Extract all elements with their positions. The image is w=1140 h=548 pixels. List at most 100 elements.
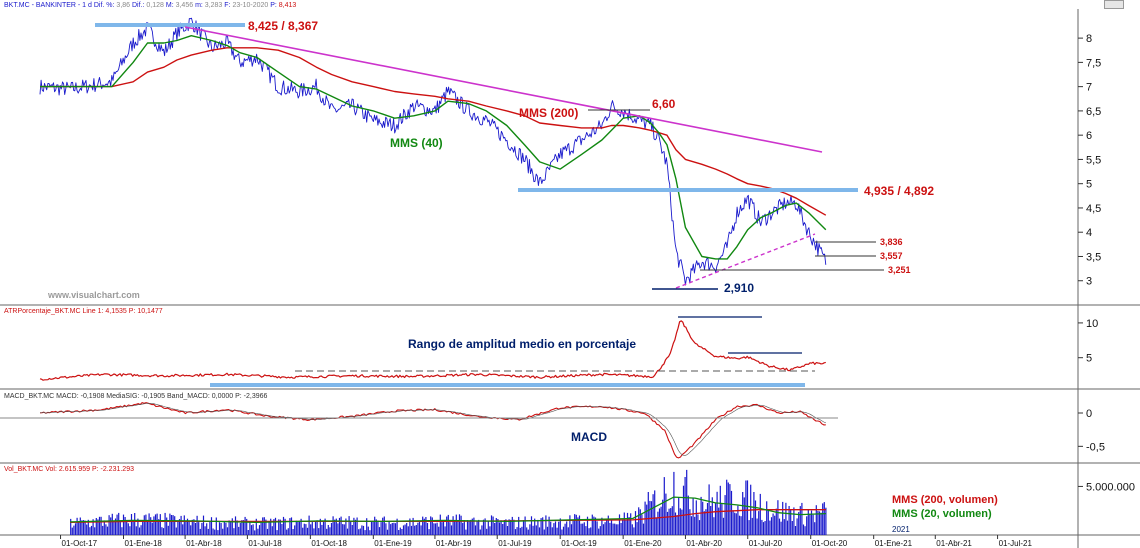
volume-bar xyxy=(770,517,773,535)
volume-bar xyxy=(343,524,345,535)
volume-bar xyxy=(116,514,118,535)
volume-bar xyxy=(766,501,768,535)
volume-bar xyxy=(809,513,811,535)
volume-bar xyxy=(764,521,766,535)
volume-bar xyxy=(404,524,406,535)
volume-bar xyxy=(718,507,720,535)
volume-bar xyxy=(290,517,293,535)
x-tick-label: 01-Oct-20 xyxy=(812,539,848,548)
volume-bar xyxy=(639,509,641,535)
volume-bar xyxy=(167,525,169,535)
y-tick-label: 4 xyxy=(1086,227,1092,239)
volume-bar xyxy=(722,517,725,535)
volume-bar xyxy=(324,518,326,535)
volume-bar xyxy=(556,527,558,535)
x-tick-label: 01-Ene-18 xyxy=(125,539,163,548)
volume-bar xyxy=(817,510,819,535)
volume-bar xyxy=(642,523,645,535)
volume-bar xyxy=(721,503,723,535)
volume-bar xyxy=(409,518,411,535)
volume-bar xyxy=(162,528,165,535)
volume-bar xyxy=(313,528,315,535)
x-tick-label: 01-Jul-20 xyxy=(749,539,783,548)
volume-bar xyxy=(815,505,817,535)
volume-bar xyxy=(607,515,609,535)
volume-bar xyxy=(84,520,86,535)
volume-bar xyxy=(796,518,798,535)
y-tick-label: 7 xyxy=(1086,82,1092,94)
volume-bar xyxy=(738,515,741,535)
volume-bar xyxy=(562,526,565,535)
volume-bar xyxy=(730,490,733,535)
volume-bar xyxy=(423,518,425,535)
volume-bar xyxy=(225,522,227,535)
volume-bar xyxy=(514,529,517,535)
volume-bar xyxy=(551,527,553,535)
y-tick-label: 8 xyxy=(1086,33,1092,45)
volume-bar xyxy=(807,509,809,535)
volume-bar xyxy=(276,530,278,535)
volume-bar xyxy=(335,518,337,535)
volume-bar xyxy=(121,527,123,535)
axis-area xyxy=(1078,9,1140,548)
volume-bar xyxy=(810,510,813,535)
volume-bar xyxy=(425,517,427,535)
volume-bar xyxy=(818,511,821,535)
volume-bar xyxy=(716,491,718,535)
volume-bar xyxy=(628,517,630,535)
volume-bar xyxy=(255,518,257,535)
volume-bar xyxy=(695,500,697,535)
volume-bar xyxy=(591,514,593,535)
window-control-button[interactable] xyxy=(1104,0,1124,9)
volume-bar xyxy=(391,523,393,535)
volume-bar xyxy=(694,516,696,535)
volume-bar xyxy=(294,525,296,535)
volume-bar xyxy=(521,526,523,535)
volume-bar xyxy=(337,523,339,535)
volume-bar xyxy=(223,521,225,535)
volume-bar xyxy=(70,518,72,535)
volume-bar xyxy=(377,520,379,535)
x-tick-label: 01-Ene-21 xyxy=(875,539,913,548)
volume-bar xyxy=(284,518,286,535)
y-tick-label: 5.000.000 xyxy=(1086,481,1135,493)
volume-bar xyxy=(550,521,552,535)
volume-bar xyxy=(740,516,742,535)
volume-bar xyxy=(321,524,323,535)
volume-bar xyxy=(476,520,478,535)
volume-bar xyxy=(663,477,665,535)
volume-bar xyxy=(618,514,621,535)
volume-bar xyxy=(602,524,605,535)
volume-bar xyxy=(348,516,350,535)
volume-bar xyxy=(338,517,341,535)
volume-bar xyxy=(222,528,224,535)
volume-bar xyxy=(329,527,331,535)
macd-plot xyxy=(39,402,826,459)
volume-bar xyxy=(295,520,297,535)
volume-bar xyxy=(570,524,573,535)
volume-bar xyxy=(812,514,814,535)
volume-bar xyxy=(756,518,758,535)
volume-bar xyxy=(519,527,521,535)
volume-bar xyxy=(502,524,504,535)
volume-bar xyxy=(394,523,397,535)
volume-bar xyxy=(265,519,267,535)
volume-bar xyxy=(98,516,101,535)
volume-bar xyxy=(713,517,715,535)
price-plot xyxy=(39,17,827,286)
volume-bar xyxy=(534,518,536,535)
volume-bar xyxy=(681,509,683,535)
volume-bar xyxy=(370,521,373,535)
volume-bar xyxy=(532,525,534,535)
atr-title: Rango de amplitud medio en porcentaje xyxy=(408,337,636,351)
volume-bar xyxy=(410,525,413,535)
volume-bar xyxy=(420,525,422,535)
volume-bar xyxy=(426,523,429,535)
volume-bar xyxy=(399,527,401,535)
volume-bar xyxy=(513,519,515,535)
volume-bar xyxy=(97,519,99,535)
volume-bar xyxy=(292,529,294,535)
x-tick-label: 01-Ene-20 xyxy=(624,539,662,548)
volume-bar xyxy=(658,508,661,535)
volume-bar xyxy=(479,529,481,535)
